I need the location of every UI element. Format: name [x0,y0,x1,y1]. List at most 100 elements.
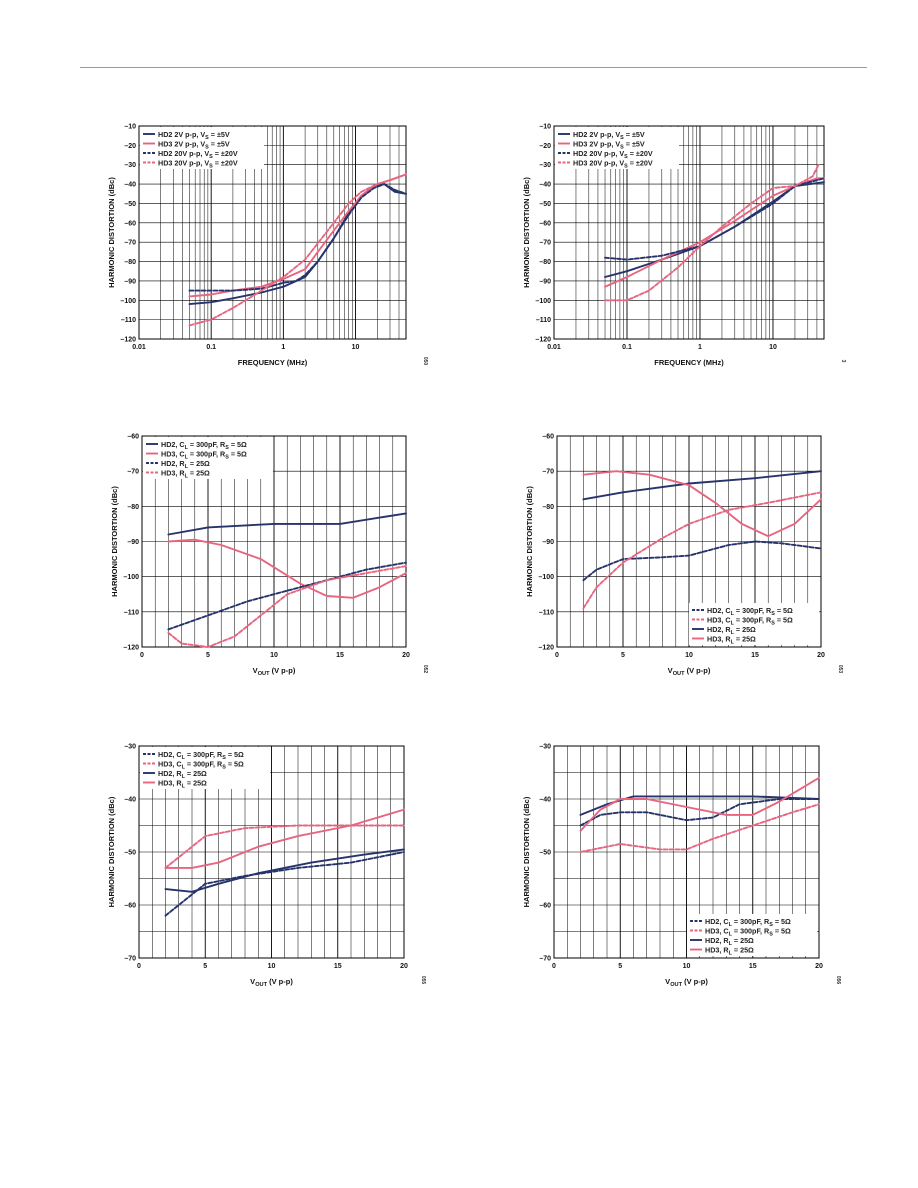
x-tick-label: 0.01 [132,344,146,351]
x-axis-label: VOUT​ (V p-p) [668,666,711,677]
legend-box [143,437,273,479]
series-4-line [164,808,405,869]
legend-label: HD2 20V p-p, VS​ = ±20V [158,149,238,160]
y-tick-label: –100 [123,574,139,581]
y-axis-label: HARMONIC DISTORTION (dBc) [107,796,116,907]
x-tick-label: 0.1 [206,344,216,351]
legend-label: HD3, RL​ = 25Ω [707,634,756,645]
y-tick-label: –60 [124,903,136,910]
legend-label: HD3, RL​ = 25Ω [705,945,754,956]
x-tick-label: 20 [817,652,825,659]
series-2-line [579,803,820,853]
y-tick-label: –70 [542,469,554,476]
legend-label: HD2, RL​ = 25Ω [705,936,754,947]
x-tick-label: 15 [334,963,342,970]
plot-frame [141,435,407,648]
series-1-line [579,798,820,827]
legend-label: HD2, RL​ = 25Ω [158,769,207,780]
x-tick-label: 10 [769,344,777,351]
series-3-line [582,470,822,501]
figure-code: 056 [835,976,841,985]
legend-label: HD3, RL​ = 25Ω [158,778,207,789]
y-tick-label: –120 [123,645,139,652]
y-tick-label: –70 [127,469,139,476]
x-axis-label: VOUT​ (V p-p) [253,666,296,677]
y-tick-label: –90 [124,278,136,285]
legend-label: HD3 2V p-p, VS​ = ±5V [573,139,645,150]
x-tick-label: 5 [621,652,625,659]
legend-label: HD2 2V p-p, VS​ = ±5V [158,130,230,141]
x-tick-label: 1 [698,344,702,351]
x-axis-label: FREQUENCY (MHz) [238,358,308,367]
legend-label: HD2, CL​ = 300pF, RS​ = 5Ω [705,917,791,928]
y-tick-label: –60 [539,220,551,227]
plot-frame [553,745,820,959]
y-tick-label: –10 [124,124,136,131]
series-2-line [188,173,407,298]
x-tick-label: 5 [203,963,207,970]
x-tick-label: 10 [270,652,278,659]
y-tick-label: –30 [539,162,551,169]
x-tick-label: 0.1 [622,344,632,351]
x-axis-label: VOUT​ (V p-p) [665,977,708,988]
series-4-line [188,173,407,327]
y-tick-label: –40 [124,182,136,189]
series-1-line [604,181,825,278]
plot-frame [553,125,825,340]
y-tick-label: –100 [535,298,551,305]
x-tick-label: 0.01 [547,344,561,351]
x-tick-label: 15 [751,652,759,659]
y-tick-label: –50 [124,850,136,857]
series-4-line [582,470,822,538]
x-tick-label: 5 [618,963,622,970]
x-tick-label: 10 [685,652,693,659]
y-tick-label: –100 [538,574,554,581]
y-tick-label: –20 [539,143,551,150]
plot-frame [138,125,407,340]
x-axis-label: VOUT​ (V p-p) [250,977,293,988]
x-tick-label: 10 [683,963,691,970]
legend-label: HD2, RL​ = 25Ω [161,459,210,470]
y-tick-label: –30 [124,744,136,751]
x-tick-label: 15 [336,652,344,659]
x-tick-label: 0 [555,652,559,659]
series-1-line [582,540,822,582]
figure-code: 055 [420,976,426,985]
grid [553,125,825,340]
y-tick-label: –60 [539,903,551,910]
y-tick-label: –120 [538,645,554,652]
series-3-line [164,848,405,893]
series-2-line [582,491,822,610]
y-tick-label: –110 [536,317,551,324]
y-tick-label: –80 [539,259,551,266]
header-rule [80,67,867,68]
y-tick-label: –80 [127,504,139,511]
y-tick-label: –30 [539,744,551,751]
y-tick-label: –70 [124,240,136,247]
legend-label: HD2 20V p-p, VS​ = ±20V [573,149,653,160]
x-tick-label: 0 [140,652,144,659]
y-tick-label: –70 [539,240,551,247]
legend-box [689,603,819,645]
y-tick-label: –40 [539,797,551,804]
figure-code: 052 [422,665,428,674]
x-axis-label: FREQUENCY (MHz) [654,358,724,367]
plot-frame [556,435,822,648]
y-tick-label: –70 [539,956,551,963]
y-tick-label: –120 [535,337,551,344]
y-tick-label: –30 [124,162,136,169]
x-tick-label: 10 [268,963,276,970]
legend-label: HD2 2V p-p, VS​ = ±5V [573,130,645,141]
y-tick-label: –100 [120,298,136,305]
y-axis-label: HARMONIC DISTORTION (dBc) [110,486,119,597]
series-3-line [579,795,820,816]
legend-label: HD3 2V p-p, VS​ = ±5V [158,139,230,150]
